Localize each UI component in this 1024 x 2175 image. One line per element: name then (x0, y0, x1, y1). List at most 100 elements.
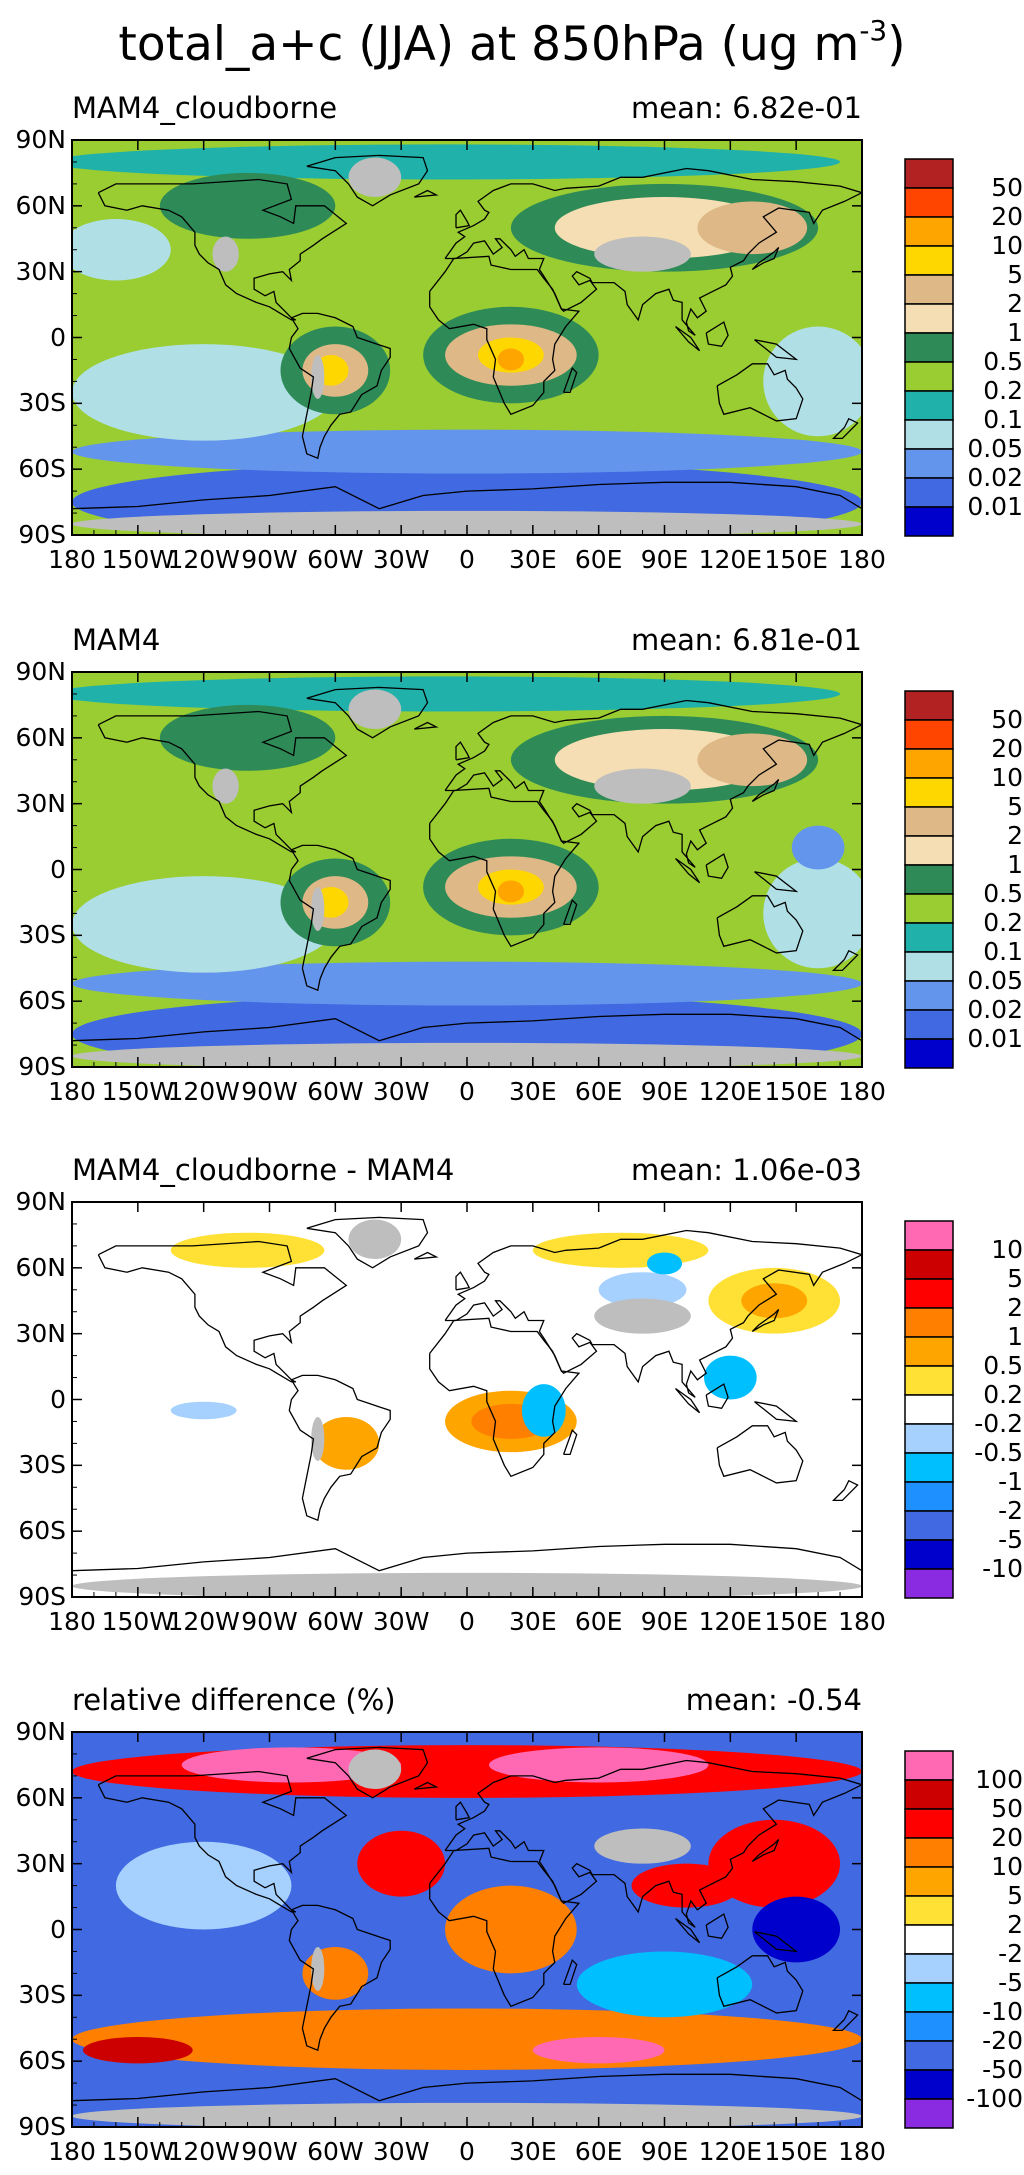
panel-3-colorbar-box (904, 1953, 954, 1984)
panel-2-field-region (170, 1401, 237, 1420)
panel-3-coastline (831, 2009, 859, 2032)
panel-2-coastline (429, 1317, 581, 1478)
panel-1-colorbar-box (904, 951, 954, 982)
panel-3-lat-label: 30S (18, 1980, 66, 2010)
panel-2-lat-label: 60N (15, 1252, 66, 1282)
panel-2-colorbar-label: -1 (998, 1467, 1023, 1496)
panel-1-coastline (288, 844, 391, 992)
panel-2-colorbar-label: 5 (1007, 1264, 1023, 1293)
panel-0-coastline (72, 481, 862, 510)
panel-0-colorbar-label: 0.02 (967, 463, 1023, 492)
panel-2-colorbar-box (904, 1336, 954, 1367)
panel-1-coastline (716, 895, 804, 954)
panel-2-label: MAM4_cloudborne - MAM4 (72, 1153, 455, 1187)
panel-2-coastline (562, 1429, 578, 1456)
panel-0-lat-label: 0 (50, 322, 66, 352)
panel-0-colorbar-label: 50 (991, 173, 1023, 202)
panel-2-field-region (704, 1355, 757, 1400)
panel-1-field-region (497, 880, 525, 903)
panel-3-field-region (488, 1747, 709, 1783)
panel-0-lat-label: 60N (15, 190, 66, 220)
panel-1-colorbar-box (904, 864, 954, 895)
panel-2-field-region (598, 1272, 687, 1308)
panel-0-colorbar-box (904, 216, 954, 247)
panel-0-colorbar-label: 5 (1007, 260, 1023, 289)
panel-1-lat-label: 0 (50, 854, 66, 884)
panel-1-colorbar-box (904, 1009, 954, 1040)
panel-1-colorbar-box (904, 835, 954, 866)
panel-2-lat-label: 90S (18, 1582, 66, 1611)
panel-1-lon-label: 90E (640, 1077, 689, 1106)
panel-0-coastline (675, 325, 701, 352)
panel-1-coastline (414, 721, 439, 730)
panel-3-coastline (429, 1847, 581, 2008)
panel-3-lon-label: 180 (838, 2137, 886, 2166)
panel-3-colorbar-label: -100 (966, 2084, 1023, 2113)
panel-1-colorbar-box (904, 893, 954, 924)
panel-1-land-mask (311, 887, 325, 931)
panel-1-coastline (72, 1013, 862, 1042)
panel-0-colorbar-box (904, 245, 954, 276)
panel-3-coastline (455, 1801, 471, 1821)
panel-2-colorbar-label: -5 (998, 1525, 1023, 1554)
panel-1-coastline (444, 699, 862, 868)
panel-0-land-mask (311, 355, 325, 399)
panel-0-colorbar-label: 0.01 (967, 492, 1023, 521)
panel-2-field-region (521, 1384, 566, 1437)
panel-3-colorbar-box (904, 1982, 954, 2013)
panel-3-colorbar-box (904, 2069, 954, 2100)
panel-1-land-mask (348, 689, 402, 730)
panel-3-colorbar-label: -5 (998, 1968, 1023, 1997)
panel-3-lat-label: 30N (15, 1848, 66, 1878)
panel-2-lat-label: 0 (50, 1384, 66, 1414)
panel-1-coastline (675, 857, 701, 884)
panel-1-colorbar-label: 50 (991, 705, 1023, 734)
panel-2-coastline (754, 1401, 799, 1423)
panel-1-coastline (429, 787, 581, 948)
panel-2-lon-label: 120W (167, 1607, 240, 1636)
panel-0-colorbar-box (904, 448, 954, 479)
panel-2-coastline (716, 1425, 804, 1484)
panel-1-field-region (763, 858, 862, 969)
panel-3-coastline (754, 1931, 799, 1953)
panel-0-field-region (72, 344, 336, 441)
panel-0-coastline (429, 255, 581, 416)
panel-0-colorbar-box (904, 506, 954, 537)
panel-0-colorbar-box (904, 274, 954, 305)
panel-3-mean: mean: -0.54 (685, 1683, 862, 1717)
panel-2-colorbar-box (904, 1249, 954, 1280)
panel-2-lon-label: 150E (764, 1607, 828, 1636)
panel-0-land-mask (348, 157, 402, 198)
panel-0-label: MAM4_cloudborne (72, 91, 338, 125)
panel-2-lat-label: 30N (15, 1318, 66, 1348)
panel-0-coastline (831, 417, 859, 440)
panel-3-colorbar-label: 20 (991, 1823, 1023, 1852)
panel-0-lon-label: 150E (764, 545, 828, 574)
panel-2-lon-label: 30E (509, 1607, 557, 1636)
panel-0-lon-label: 30E (509, 545, 557, 574)
panel-0-field-region (497, 348, 525, 371)
panel-3-colorbar-box (904, 1750, 954, 1781)
panel-2-coastline (72, 1543, 862, 1572)
panel-1-mean: mean: 6.81e-01 (630, 623, 862, 657)
panel-1-coastline (751, 779, 780, 803)
panel-2-colorbar-box (904, 1365, 954, 1396)
panel-1-lon-label: 180 (48, 1077, 96, 1106)
panel-3-lon-label: 150E (764, 2137, 828, 2166)
panel-3-coastline (414, 1781, 439, 1790)
panel-1-coastline (97, 710, 348, 853)
panel-3-coastline (288, 1904, 391, 2052)
panel-1-colorbar-label: 20 (991, 734, 1023, 763)
panel-0-land-mask (594, 236, 691, 272)
panel-3-colorbar-label: 10 (991, 1852, 1023, 1881)
panel-3-coastline (72, 2073, 862, 2102)
panel-0-coastline (562, 367, 578, 394)
panel-2-colorbar-label: -0.2 (974, 1409, 1023, 1438)
panel-0-colorbar-label: 1 (1007, 318, 1023, 347)
panel-1-land-mask (212, 768, 239, 804)
panel-1-label: MAM4 (72, 623, 161, 657)
panel-1-field-region (72, 676, 840, 712)
figure-title: total_a+c (JJA) at 850hPa (ug m-3) (0, 0, 1024, 72)
panel-3-colorbar-box (904, 1837, 954, 1868)
panel-3-coastline (562, 1959, 578, 1986)
